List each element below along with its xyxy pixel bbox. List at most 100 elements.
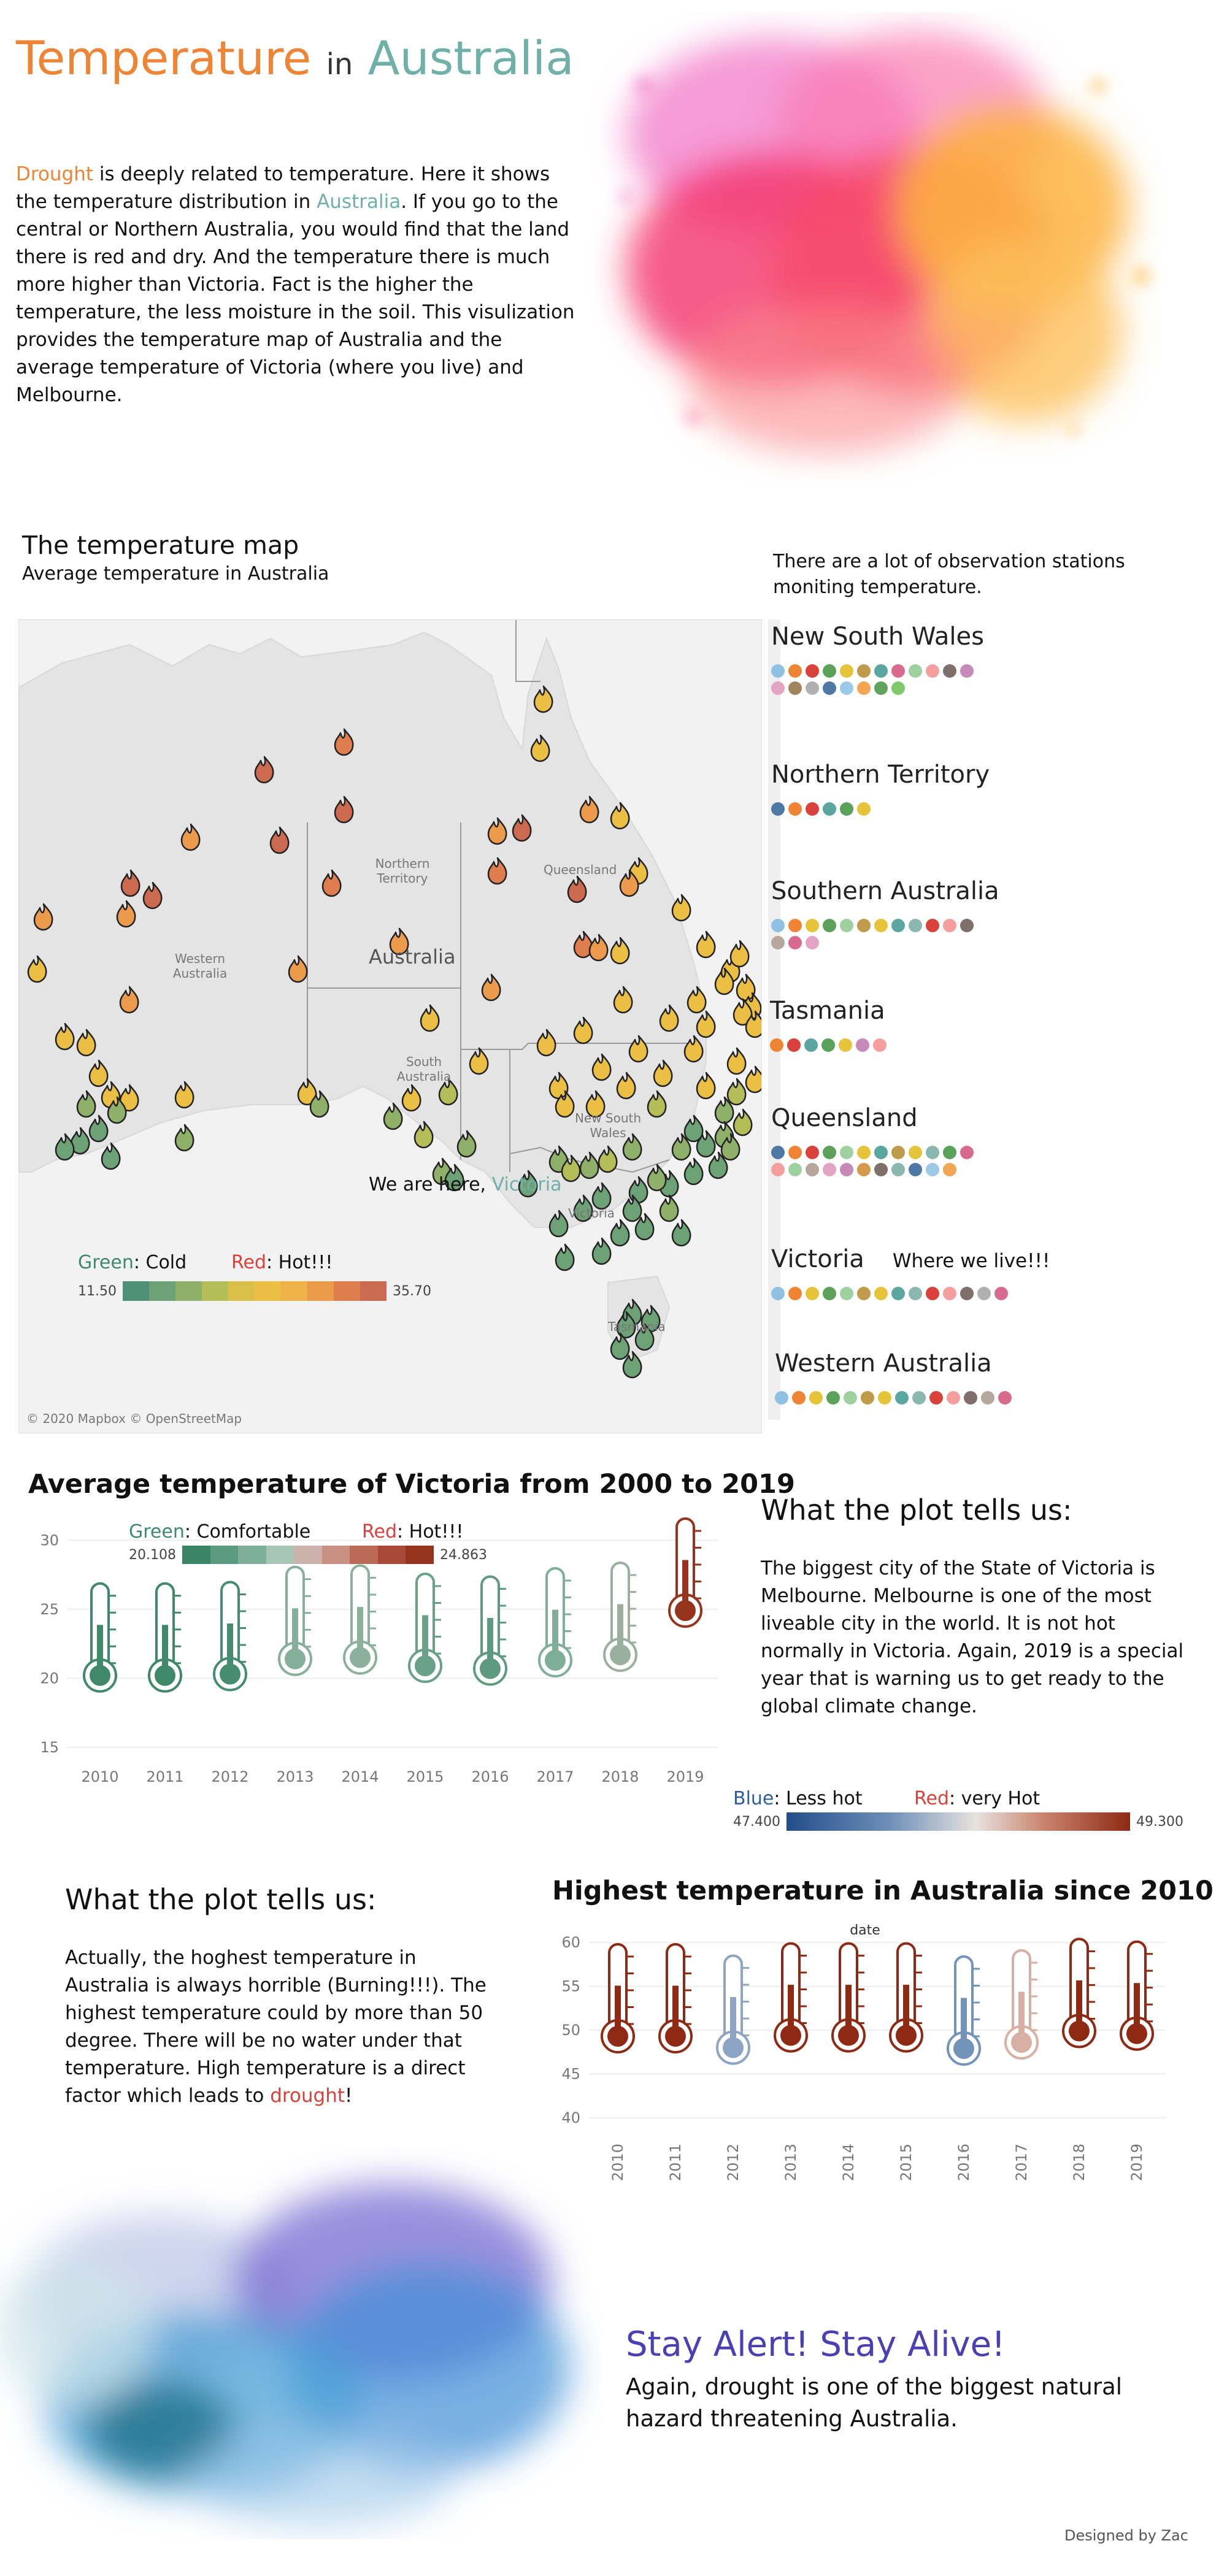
flame-icon[interactable] xyxy=(88,1059,109,1087)
flame-icon[interactable] xyxy=(533,685,553,713)
station-dot[interactable] xyxy=(891,919,905,932)
flame-icon[interactable] xyxy=(634,1213,655,1241)
station-dot[interactable] xyxy=(771,1287,785,1300)
flame-icon[interactable] xyxy=(720,1133,740,1161)
flame-icon[interactable] xyxy=(142,881,163,910)
station-dot[interactable] xyxy=(788,664,802,678)
station-dot[interactable] xyxy=(929,1391,943,1405)
station-dot[interactable] xyxy=(943,1287,956,1300)
station-dot[interactable] xyxy=(840,1146,853,1159)
station-dot[interactable] xyxy=(874,919,888,932)
station-dot[interactable] xyxy=(891,664,905,678)
flame-icon[interactable] xyxy=(401,1084,421,1112)
flame-icon[interactable] xyxy=(536,1029,556,1057)
station-dot[interactable] xyxy=(806,802,819,816)
flame-icon[interactable] xyxy=(55,1022,75,1051)
flame-icon[interactable] xyxy=(610,802,630,830)
station-dot[interactable] xyxy=(844,1391,857,1405)
station-dot[interactable] xyxy=(788,802,802,816)
flame-icon[interactable] xyxy=(180,823,201,851)
thermometer-mark[interactable] xyxy=(603,1562,637,1672)
flame-icon[interactable] xyxy=(736,973,756,1002)
station-dot[interactable] xyxy=(788,681,802,695)
thermometer-mark[interactable] xyxy=(148,1582,182,1693)
station-dot[interactable] xyxy=(857,919,871,932)
station-dot[interactable] xyxy=(809,1391,823,1405)
flame-icon[interactable] xyxy=(334,728,354,756)
station-dot[interactable] xyxy=(891,681,905,695)
flame-icon[interactable] xyxy=(120,869,140,897)
station-dot[interactable] xyxy=(788,1163,802,1176)
station-dot[interactable] xyxy=(891,1287,905,1300)
thermometer-mark[interactable] xyxy=(889,1942,923,2053)
flame-icon[interactable] xyxy=(579,795,599,824)
flame-icon[interactable] xyxy=(671,1133,691,1161)
flame-icon[interactable] xyxy=(714,967,734,995)
flame-icon[interactable] xyxy=(591,1182,612,1210)
station-dot[interactable] xyxy=(909,919,922,932)
station-dot[interactable] xyxy=(891,1163,905,1176)
station-dot[interactable] xyxy=(909,1146,922,1159)
station-dot[interactable] xyxy=(840,664,853,678)
temperature-map[interactable]: Australia Western Australia Northern Ter… xyxy=(18,619,765,1433)
station-dot[interactable] xyxy=(998,1391,1012,1405)
flame-icon[interactable] xyxy=(745,1065,765,1094)
flame-icon[interactable] xyxy=(616,1311,636,1339)
thermometer-mark[interactable] xyxy=(658,1943,693,2053)
station-dot[interactable] xyxy=(960,919,974,932)
flame-icon[interactable] xyxy=(628,1035,648,1063)
flame-icon[interactable] xyxy=(33,903,53,931)
flame-icon[interactable] xyxy=(591,1237,612,1265)
station-dot[interactable] xyxy=(806,664,819,678)
flame-icon[interactable] xyxy=(420,1004,440,1032)
station-dot[interactable] xyxy=(788,1287,802,1300)
flame-icon[interactable] xyxy=(671,894,691,922)
station-dot[interactable] xyxy=(823,1287,836,1300)
flame-icon[interactable] xyxy=(548,1071,569,1100)
thermometer-mark[interactable] xyxy=(213,1581,247,1692)
flame-icon[interactable] xyxy=(101,1142,121,1170)
station-dot[interactable] xyxy=(771,1146,785,1159)
station-dot[interactable] xyxy=(891,1146,905,1159)
flame-icon[interactable] xyxy=(116,900,136,928)
flame-icon[interactable] xyxy=(729,940,750,968)
station-dot[interactable] xyxy=(874,1287,888,1300)
flame-icon[interactable] xyxy=(683,1114,704,1143)
flame-icon[interactable] xyxy=(555,1090,575,1118)
station-dot[interactable] xyxy=(840,802,853,816)
thermometer-mark[interactable] xyxy=(473,1575,507,1686)
station-dot[interactable] xyxy=(947,1391,960,1405)
station-dot[interactable] xyxy=(771,1163,785,1176)
station-dot[interactable] xyxy=(926,664,939,678)
thermometer-mark[interactable] xyxy=(1004,1949,1039,2060)
flame-icon[interactable] xyxy=(647,1090,667,1118)
flame-icon[interactable] xyxy=(389,927,409,956)
station-dot[interactable] xyxy=(840,1163,853,1176)
victoria-chart[interactable]: 15 20 25 30 2010 2011 2012 2013 2014 2015 2016 2017… xyxy=(25,1509,724,1797)
station-dot[interactable] xyxy=(960,1146,974,1159)
flame-icon[interactable] xyxy=(383,1102,403,1130)
flame-icon[interactable] xyxy=(487,857,507,885)
flame-icon[interactable] xyxy=(622,1194,642,1222)
station-dot[interactable] xyxy=(943,1163,956,1176)
flame-icon[interactable] xyxy=(588,933,609,962)
flame-icon[interactable] xyxy=(659,1194,679,1222)
station-dot[interactable] xyxy=(926,1163,939,1176)
station-dot[interactable] xyxy=(857,1287,871,1300)
station-dot[interactable] xyxy=(823,1146,836,1159)
station-dot[interactable] xyxy=(771,936,785,949)
flame-icon[interactable] xyxy=(714,1096,734,1124)
flame-icon[interactable] xyxy=(444,1163,464,1192)
thermometer-mark[interactable] xyxy=(668,1517,702,1628)
station-dot[interactable] xyxy=(878,1391,891,1405)
station-dot[interactable] xyxy=(804,1038,818,1052)
station-dot[interactable] xyxy=(856,1038,869,1052)
station-dot[interactable] xyxy=(873,1038,887,1052)
flame-icon[interactable] xyxy=(456,1130,477,1158)
flame-icon[interactable] xyxy=(567,875,587,903)
flame-icon[interactable] xyxy=(634,1323,655,1351)
flame-icon[interactable] xyxy=(438,1078,458,1106)
flame-icon[interactable] xyxy=(76,1090,96,1118)
station-dot[interactable] xyxy=(861,1391,874,1405)
flame-icon[interactable] xyxy=(321,869,342,897)
